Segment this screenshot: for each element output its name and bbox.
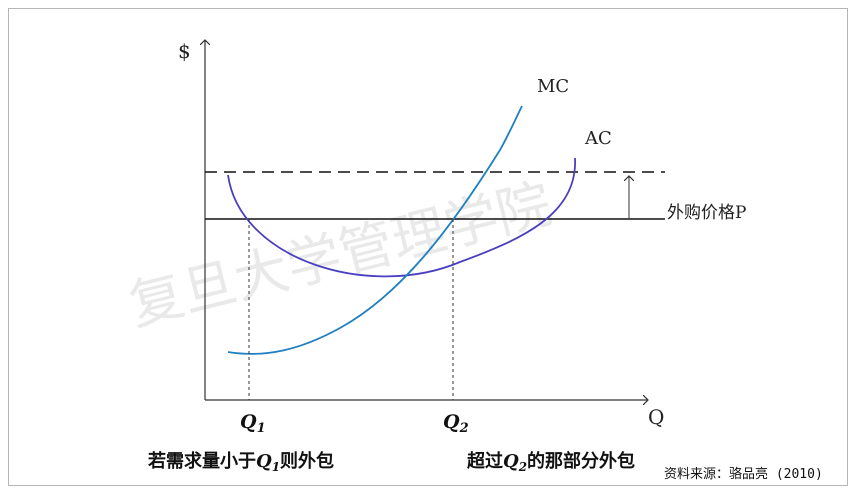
figure-frame (8, 8, 848, 486)
q2-label: Q2 (443, 411, 469, 436)
source-note: 资料来源：骆品亮 (2010) (664, 466, 823, 482)
x-axis-label: Q (648, 405, 664, 429)
q1-label: Q1 (240, 411, 266, 436)
ac-curve (227, 157, 576, 278)
mc-curve (227, 105, 523, 355)
watermark: 复旦大学管理学院 (123, 172, 557, 338)
caption-left: 若需求量小于Q1则外包 (147, 450, 334, 474)
ac-label: AC (584, 128, 612, 149)
caption-right: 超过Q2的那部分外包 (467, 450, 635, 474)
y-axis-label: $ (178, 39, 191, 63)
price-label: 外购价格P (667, 203, 746, 223)
mc-label: MC (537, 76, 569, 97)
